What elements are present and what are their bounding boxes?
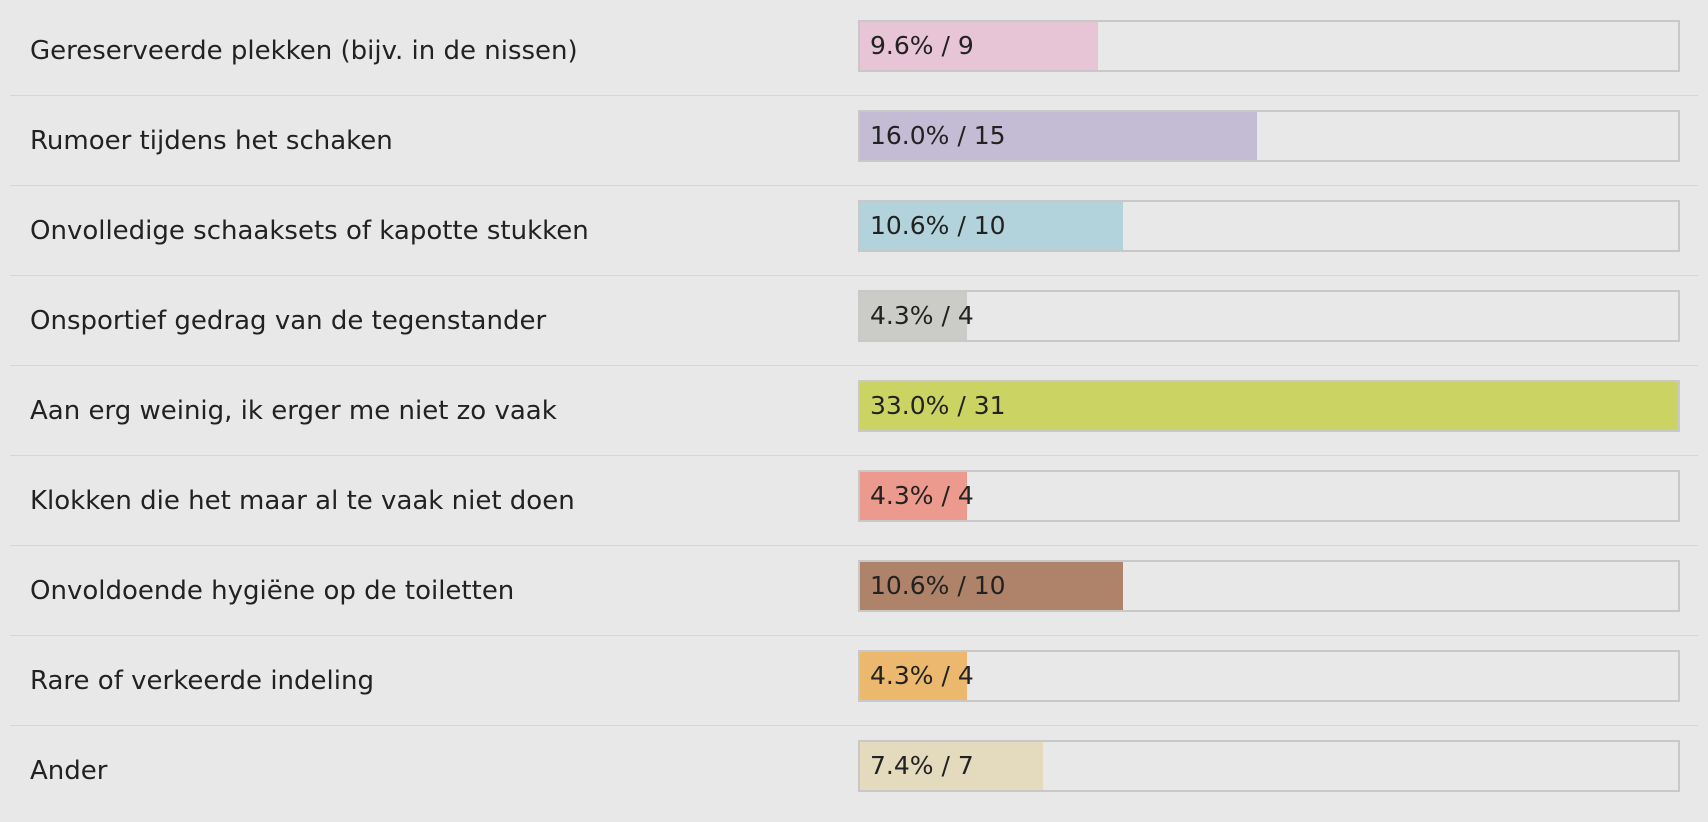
poll-option-row: Onvoldoende hygiëne op de toiletten 10.6%… bbox=[10, 546, 1698, 636]
poll-option-row: Ander 7.4% / 7 bbox=[10, 726, 1698, 816]
result-bar bbox=[860, 742, 1043, 790]
poll-option-row: Rare of verkeerde indeling 4.3% / 4 bbox=[10, 636, 1698, 726]
poll-option-row: Klokken die het maar al te vaak niet doe… bbox=[10, 456, 1698, 546]
result-bar-track: 7.4% / 7 bbox=[858, 740, 1680, 792]
result-value-label: 33.0% / 31 bbox=[870, 391, 1006, 420]
poll-option-label: Onvolledige schaaksets of kapotte stukke… bbox=[30, 216, 589, 246]
poll-option-label: Rumoer tijdens het schaken bbox=[30, 126, 393, 156]
result-bar bbox=[860, 292, 967, 340]
poll-option-label: Onvoldoende hygiëne op de toiletten bbox=[30, 576, 515, 606]
poll-option-label: Gereserveerde plekken (bijv. in de nisse… bbox=[30, 36, 578, 66]
result-bar bbox=[860, 652, 967, 700]
poll-option-label: Klokken die het maar al te vaak niet doe… bbox=[30, 486, 575, 516]
result-bar bbox=[860, 472, 967, 520]
poll-option-label: Ander bbox=[30, 756, 108, 786]
result-bar-track: 33.0% / 31 bbox=[858, 380, 1680, 432]
poll-option-row: Gereserveerde plekken (bijv. in de nisse… bbox=[10, 6, 1698, 96]
result-bar-track: 16.0% / 15 bbox=[858, 110, 1680, 162]
result-bar-track: 4.3% / 4 bbox=[858, 290, 1680, 342]
result-value-label: 4.3% / 4 bbox=[870, 481, 974, 510]
result-value-label: 4.3% / 4 bbox=[870, 301, 974, 330]
poll-option-row: Aan erg weinig, ik erger me niet zo vaak… bbox=[10, 366, 1698, 456]
result-bar-track: 9.6% / 9 bbox=[858, 20, 1680, 72]
poll-option-label: Aan erg weinig, ik erger me niet zo vaak bbox=[30, 396, 557, 426]
result-value-label: 10.6% / 10 bbox=[870, 211, 1006, 240]
result-value-label: 16.0% / 15 bbox=[870, 121, 1006, 150]
result-value-label: 4.3% / 4 bbox=[870, 661, 974, 690]
result-bar bbox=[860, 22, 1098, 70]
poll-option-label: Rare of verkeerde indeling bbox=[30, 666, 374, 696]
result-value-label: 9.6% / 9 bbox=[870, 31, 974, 60]
result-bar bbox=[860, 202, 1123, 250]
result-bar-track: 10.6% / 10 bbox=[858, 200, 1680, 252]
result-bar bbox=[860, 382, 1678, 430]
result-bar-track: 4.3% / 4 bbox=[858, 470, 1680, 522]
poll-option-row: Onvolledige schaaksets of kapotte stukke… bbox=[10, 186, 1698, 276]
result-bar-track: 10.6% / 10 bbox=[858, 560, 1680, 612]
result-bar-track: 4.3% / 4 bbox=[858, 650, 1680, 702]
result-value-label: 10.6% / 10 bbox=[870, 571, 1006, 600]
result-value-label: 7.4% / 7 bbox=[870, 751, 974, 780]
poll-option-row: Onsportief gedrag van de tegenstander 4.3… bbox=[10, 276, 1698, 366]
poll-option-label: Onsportief gedrag van de tegenstander bbox=[30, 306, 547, 336]
result-bar bbox=[860, 112, 1257, 160]
result-bar bbox=[860, 562, 1123, 610]
poll-option-row: Rumoer tijdens het schaken 16.0% / 15 bbox=[10, 96, 1698, 186]
